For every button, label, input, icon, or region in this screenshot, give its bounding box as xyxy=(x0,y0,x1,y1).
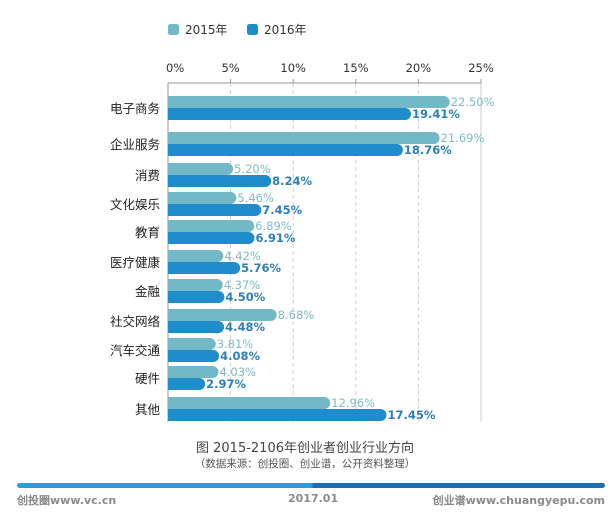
data-label: 22.50% xyxy=(451,95,495,109)
bar-chart: 2015年 2016年 0% 5% 10% 15% 20% 25% 22.50%19.41%… xyxy=(110,23,495,422)
category-label: 教育 xyxy=(135,225,160,240)
category-label: 其他 xyxy=(135,402,161,417)
x-tick-label: 20% xyxy=(406,61,432,75)
category-label: 汽车交通 xyxy=(110,343,161,358)
bar-2016 xyxy=(168,350,220,362)
bar-2015 xyxy=(168,132,440,144)
x-tick-label: 0% xyxy=(166,61,184,75)
bar-2015 xyxy=(168,96,450,108)
bar-2015 xyxy=(168,279,223,291)
legend-swatch-2015年 xyxy=(168,24,179,35)
x-tick-label: 15% xyxy=(343,61,369,75)
data-label: 2.97% xyxy=(206,377,246,391)
footer-left-link[interactable]: 创投圈www.vc.cn xyxy=(17,494,117,507)
bar-2016 xyxy=(168,321,225,333)
category-label: 社交网络 xyxy=(110,314,161,329)
data-label: 18.76% xyxy=(404,143,452,157)
category-label: 电子商务 xyxy=(110,101,160,116)
data-label: 7.45% xyxy=(262,203,302,217)
x-tick-label: 5% xyxy=(221,61,239,75)
bar-2016 xyxy=(168,378,206,390)
data-label: 4.37% xyxy=(224,278,261,292)
bar-2016 xyxy=(168,204,262,216)
bar-2015 xyxy=(168,163,234,175)
data-label: 5.76% xyxy=(241,261,281,275)
data-label: 4.42% xyxy=(224,249,261,263)
x-axis: 0% 5% 10% 15% 20% 25% xyxy=(166,61,494,422)
data-label: 17.45% xyxy=(387,408,435,422)
bar-2015 xyxy=(168,220,255,232)
data-label: 4.08% xyxy=(220,349,260,363)
bar-2015 xyxy=(168,250,224,262)
bar-2016 xyxy=(168,144,403,156)
data-label: 19.41% xyxy=(412,107,460,121)
footer-date: 2017.01 xyxy=(288,492,339,505)
bar-2016 xyxy=(168,409,387,421)
legend-label: 2016年 xyxy=(264,23,307,37)
category-label: 企业服务 xyxy=(110,137,160,152)
category-label: 文化娱乐 xyxy=(110,197,160,212)
x-tick-label: 10% xyxy=(280,61,306,75)
category-label: 消费 xyxy=(135,168,160,183)
data-label: 5.20% xyxy=(234,162,271,176)
x-tick-label: 25% xyxy=(468,61,494,75)
chart-source: （数据来源：创投圈、创业谱，公开资料整理） xyxy=(194,458,416,470)
data-label: 6.91% xyxy=(256,231,296,245)
data-label: 8.68% xyxy=(278,308,315,322)
category-label: 硬件 xyxy=(135,371,160,386)
bar-2016 xyxy=(168,262,241,274)
data-label: 3.81% xyxy=(217,337,254,351)
data-label: 4.50% xyxy=(225,290,265,304)
bar-2015 xyxy=(168,338,216,350)
chart-title: 图 2015-2106年创业者创业行业方向 xyxy=(196,441,414,456)
data-label: 6.89% xyxy=(255,219,292,233)
footer-right-link[interactable]: 创业谱www.chuangyepu.com xyxy=(432,494,605,507)
category-label: 医疗健康 xyxy=(110,255,161,270)
footer-divider xyxy=(17,483,605,488)
category-label: 金融 xyxy=(135,284,161,299)
bar-2016 xyxy=(168,108,412,120)
data-label: 12.96% xyxy=(331,396,375,410)
data-label: 5.46% xyxy=(237,191,274,205)
bar-2015 xyxy=(168,397,331,409)
legend-swatch-2016年 xyxy=(247,24,258,35)
bar-2015 xyxy=(168,192,237,204)
bar-2015 xyxy=(168,309,277,321)
data-label: 8.24% xyxy=(272,174,312,188)
data-label: 4.03% xyxy=(219,365,256,379)
bar-2016 xyxy=(168,175,272,187)
bars: 22.50%19.41% 21.69%18.76% 5.20%8.24% 5.46%7… xyxy=(168,95,495,422)
legend: 2015年 2016年 xyxy=(168,23,307,37)
data-label: 4.48% xyxy=(225,320,265,334)
bar-2016 xyxy=(168,291,225,303)
legend-label: 2015年 xyxy=(185,23,228,37)
bar-2015 xyxy=(168,366,219,378)
data-label: 21.69% xyxy=(441,131,485,145)
bar-2016 xyxy=(168,232,255,244)
